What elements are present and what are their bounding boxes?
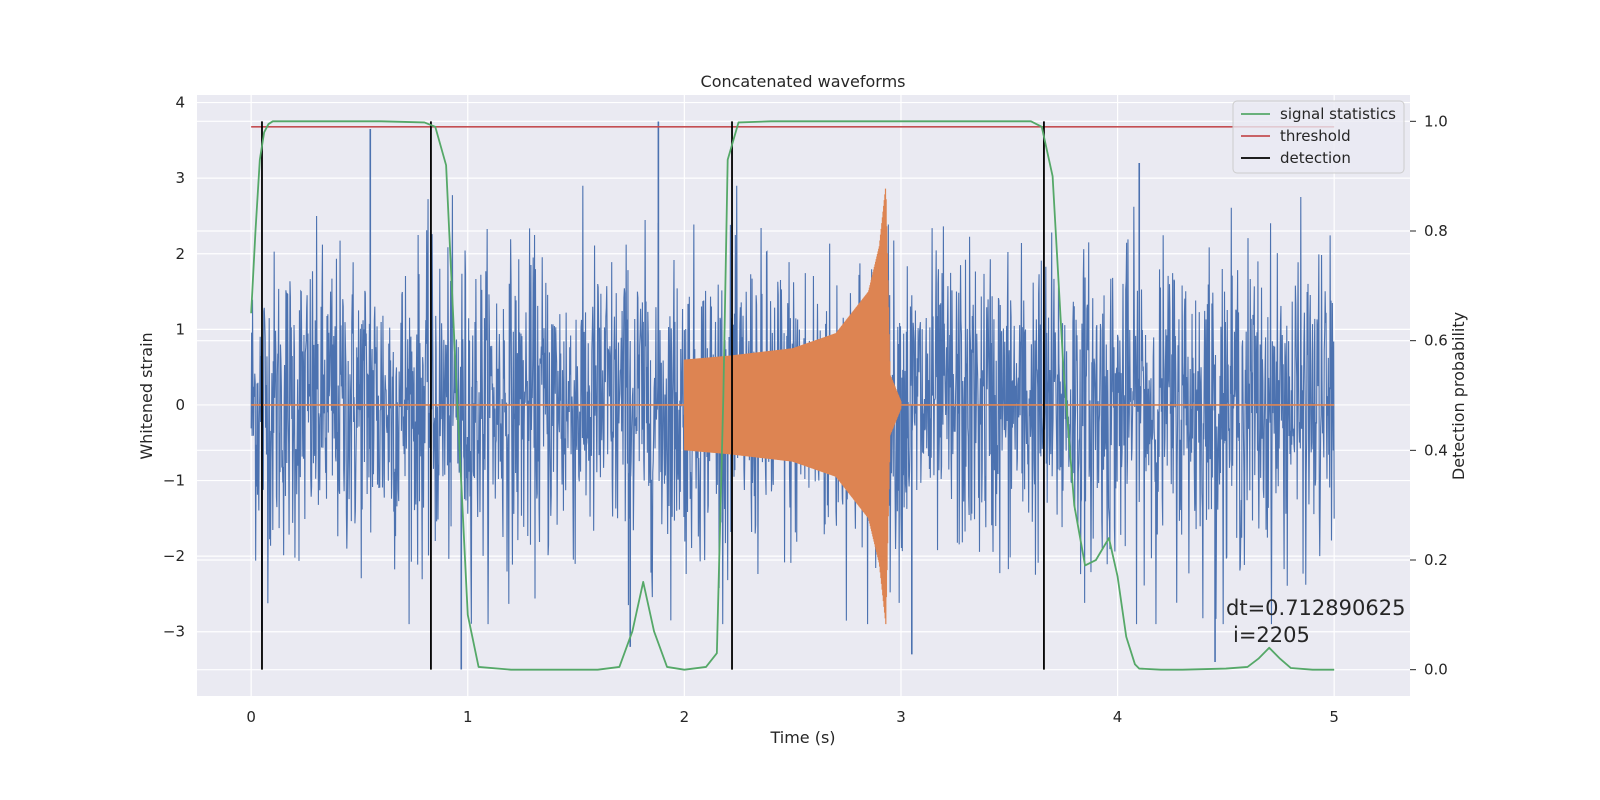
- x-tick-label: 2: [680, 708, 690, 726]
- y-tick-label: 1: [175, 320, 185, 338]
- legend-label-threshold: threshold: [1280, 127, 1351, 145]
- y-axis-label: Whitened strain: [137, 332, 156, 459]
- series-injection: [251, 188, 1335, 625]
- x-axis-label: Time (s): [769, 728, 835, 747]
- x-tick-label: 5: [1329, 708, 1339, 726]
- y-tick-label: 3: [175, 169, 185, 187]
- series-signal-statistics: [250, 120, 1335, 671]
- y2-tick-label: 0.8: [1424, 222, 1448, 240]
- series-detection: [261, 121, 1045, 670]
- y-tick-label: −2: [163, 547, 185, 565]
- y2-tick-label: 0.2: [1424, 551, 1448, 569]
- plot-area: [250, 120, 1335, 671]
- x-axis-ticks: 0 1 2 3 4 5: [246, 708, 1339, 726]
- y-tick-label: 4: [175, 94, 185, 112]
- injection-trace: [683, 188, 902, 625]
- x-tick-label: 0: [246, 708, 256, 726]
- annotation-i: i=2205: [1233, 623, 1310, 647]
- y-axis-ticks: −3 −2 −1 0 1 2 3 4: [163, 94, 185, 641]
- y-tick-label: −3: [163, 623, 185, 641]
- legend-box: [1232, 100, 1405, 174]
- annotation-dt: dt=0.712890625: [1226, 596, 1405, 620]
- chart-title: Concatenated waveforms: [701, 72, 906, 91]
- signal-statistics-line: [250, 120, 1335, 671]
- legend-label-signal-statistics: signal statistics: [1280, 105, 1396, 123]
- y2-tick-label: 0.0: [1424, 661, 1448, 679]
- y2-axis-label: Detection probability: [1449, 312, 1468, 480]
- y-tick-label: 2: [175, 245, 185, 263]
- legend: signal statistics threshold detection: [1232, 100, 1405, 174]
- y-tick-label: −1: [163, 472, 185, 490]
- x-tick-label: 3: [896, 708, 906, 726]
- y2-tick-label: 1.0: [1424, 112, 1448, 130]
- legend-label-detection: detection: [1280, 149, 1351, 167]
- y-tick-label: 0: [175, 396, 185, 414]
- y2-tick-label: 0.6: [1424, 332, 1448, 350]
- x-tick-label: 4: [1113, 708, 1123, 726]
- y2-tick-label: 0.4: [1424, 441, 1448, 459]
- y2-axis-ticks: 0.0 0.2 0.4 0.6 0.8 1.0: [1410, 112, 1448, 679]
- x-tick-label: 1: [463, 708, 473, 726]
